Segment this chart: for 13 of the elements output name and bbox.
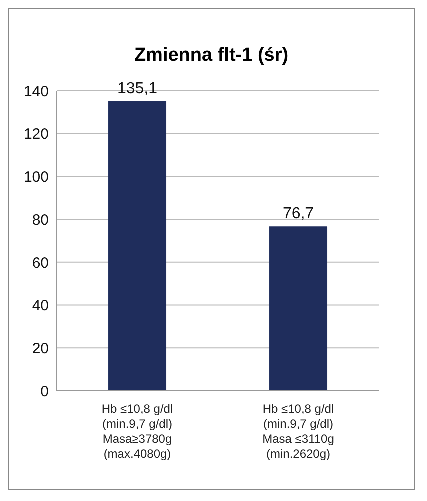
data-label: 76,7 [282,206,314,223]
y-tick-label: 140 [24,83,49,100]
x-tick-label: Hb ≤10,8 g/dl (min.9,7 g/dl) Masa ≤3110g (min.2620g) [262,402,334,461]
data-label: 135,1 [117,80,158,98]
y-tick-label: 60 [32,254,49,272]
y-tick-label: 40 [32,298,49,315]
x-tick-label: Hb ≤10,8 g/dl (min.9,7 g/dl) Masa≥3780g (max.4080g) [102,402,174,461]
y-tick-label: 20 [32,340,49,358]
y-tick-label: 80 [32,212,49,229]
y-tick-label: 120 [24,126,49,144]
chart-title: Zmienna flt-1 (śr) [133,45,290,68]
y-tick-label: 100 [24,169,49,186]
y-tick-label: 0 [40,383,49,400]
